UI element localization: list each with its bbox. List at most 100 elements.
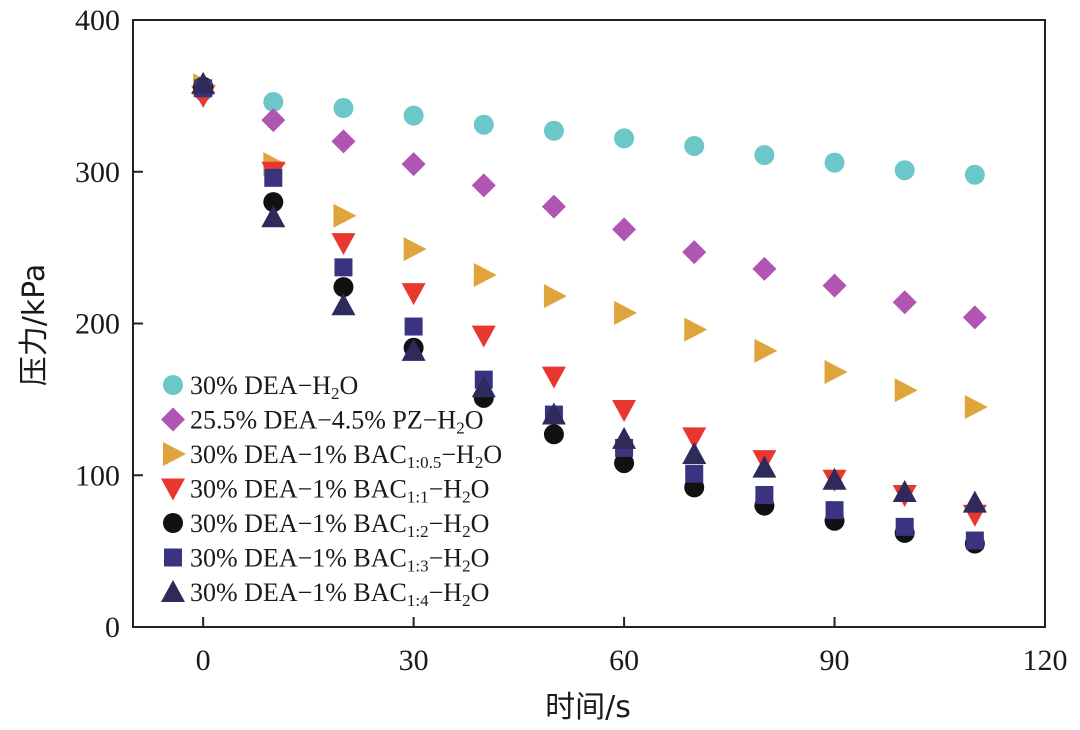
legend-marker-bac2 <box>163 513 183 533</box>
legend-marker-bac05 <box>163 442 186 466</box>
data-point-bac4 <box>892 479 917 502</box>
y-axis-label: 压力/kPa <box>17 264 52 387</box>
data-point-bac1 <box>401 283 426 306</box>
data-point-bac3 <box>334 258 353 277</box>
data-point-bac4 <box>331 293 356 316</box>
data-point-dea <box>684 135 705 156</box>
data-point-bac1 <box>541 366 566 389</box>
data-point-bac05 <box>754 338 778 363</box>
data-point-pz <box>962 305 987 330</box>
data-point-bac2 <box>543 424 564 445</box>
y-tick-label: 200 <box>75 308 120 341</box>
data-point-bac4 <box>682 442 707 465</box>
legend-item-pz: 25.5% DEA−4.5% PZ−H2O <box>161 406 483 438</box>
data-point-bac4 <box>822 467 847 490</box>
x-tick-label: 60 <box>609 644 639 677</box>
data-point-pz <box>471 173 496 198</box>
y-tick-label: 100 <box>75 459 120 492</box>
legend-marker-bac4 <box>161 580 185 602</box>
data-point-pz <box>261 108 286 133</box>
x-axis-label: 时间/s <box>545 690 631 725</box>
data-point-dea <box>473 114 494 135</box>
data-point-bac4 <box>401 338 426 361</box>
data-points <box>191 71 988 554</box>
legend-label-bac05: 30% DEA−1% BAC1:0.5−H2O <box>190 440 502 472</box>
data-point-bac05 <box>333 203 357 228</box>
data-point-dea <box>543 120 564 141</box>
y-tick-label: 300 <box>75 156 120 189</box>
legend-marker-pz <box>161 407 185 432</box>
legend-item-bac4: 30% DEA−1% BAC1:4−H2O <box>161 578 489 610</box>
data-point-bac4 <box>752 455 777 478</box>
legend-item-dea: 30% DEA−H2O <box>163 371 358 403</box>
data-point-bac05 <box>684 317 708 342</box>
data-point-pz <box>752 256 777 281</box>
data-point-bac4 <box>471 375 496 398</box>
legend-item-bac3: 30% DEA−1% BAC1:3−H2O <box>164 544 489 576</box>
data-point-dea <box>754 145 775 166</box>
data-point-bac1 <box>682 427 707 450</box>
y-tick-label: 400 <box>75 4 120 37</box>
data-point-dea <box>614 128 635 149</box>
data-point-bac2 <box>333 277 354 298</box>
legend-marker-dea <box>163 375 183 395</box>
data-point-bac3 <box>264 168 283 187</box>
data-point-dea <box>403 105 424 126</box>
legend-label-pz: 25.5% DEA−4.5% PZ−H2O <box>190 406 483 438</box>
legend-marker-bac1 <box>161 478 185 501</box>
data-point-pz <box>541 194 566 219</box>
legend-label-bac1: 30% DEA−1% BAC1:1−H2O <box>190 475 489 507</box>
data-point-bac05 <box>824 360 848 385</box>
data-point-bac05 <box>473 262 497 287</box>
x-tick-label: 30 <box>399 644 429 677</box>
data-point-dea <box>964 164 985 185</box>
data-point-dea <box>263 91 284 112</box>
data-point-bac05 <box>964 394 988 419</box>
data-point-dea <box>824 152 845 173</box>
data-point-bac05 <box>543 284 567 309</box>
legend-label-dea: 30% DEA−H2O <box>190 371 358 403</box>
data-point-bac3 <box>755 485 774 504</box>
legend-label-bac4: 30% DEA−1% BAC1:4−H2O <box>190 578 489 610</box>
data-point-bac1 <box>612 399 637 422</box>
data-point-bac2 <box>614 453 635 474</box>
tick-labels: 0 30 60 90 120 0 100 200 300 400 <box>75 4 1068 677</box>
data-point-bac05 <box>894 378 918 403</box>
data-point-bac4 <box>962 490 987 513</box>
series-bac4 <box>191 71 987 513</box>
y-tick-label: 0 <box>105 611 120 644</box>
data-point-pz <box>682 240 707 265</box>
data-point-pz <box>331 129 356 154</box>
x-tick-label: 120 <box>1023 644 1068 677</box>
x-tick-label: 0 <box>196 644 211 677</box>
legend-item-bac1: 30% DEA−1% BAC1:1−H2O <box>161 475 489 507</box>
data-point-bac4 <box>261 205 286 228</box>
data-point-dea <box>894 160 915 181</box>
data-point-pz <box>892 290 917 315</box>
data-point-bac4 <box>191 71 216 94</box>
legend-label-bac3: 30% DEA−1% BAC1:3−H2O <box>190 544 489 576</box>
series-pz <box>191 80 987 330</box>
data-point-dea <box>333 98 354 119</box>
data-point-bac3 <box>895 517 914 536</box>
data-point-pz <box>401 152 426 177</box>
x-tick-label: 90 <box>820 644 850 677</box>
data-point-bac1 <box>331 233 356 256</box>
data-point-bac3 <box>825 501 844 520</box>
data-point-bac4 <box>612 426 637 449</box>
data-point-bac2 <box>263 192 284 213</box>
data-point-pz <box>822 273 847 298</box>
data-point-pz <box>612 217 637 242</box>
legend-item-bac05: 30% DEA−1% BAC1:0.5−H2O <box>163 440 502 472</box>
data-point-bac05 <box>614 300 638 325</box>
data-point-bac3 <box>965 531 984 550</box>
data-point-bac1 <box>471 325 496 348</box>
axes <box>132 19 1046 628</box>
data-point-bac3 <box>685 464 704 483</box>
data-point-bac3 <box>404 317 423 336</box>
legend-item-bac2: 30% DEA−1% BAC1:2−H2O <box>163 509 489 541</box>
data-point-bac4 <box>541 402 566 425</box>
legend-label-bac2: 30% DEA−1% BAC1:2−H2O <box>190 509 489 541</box>
